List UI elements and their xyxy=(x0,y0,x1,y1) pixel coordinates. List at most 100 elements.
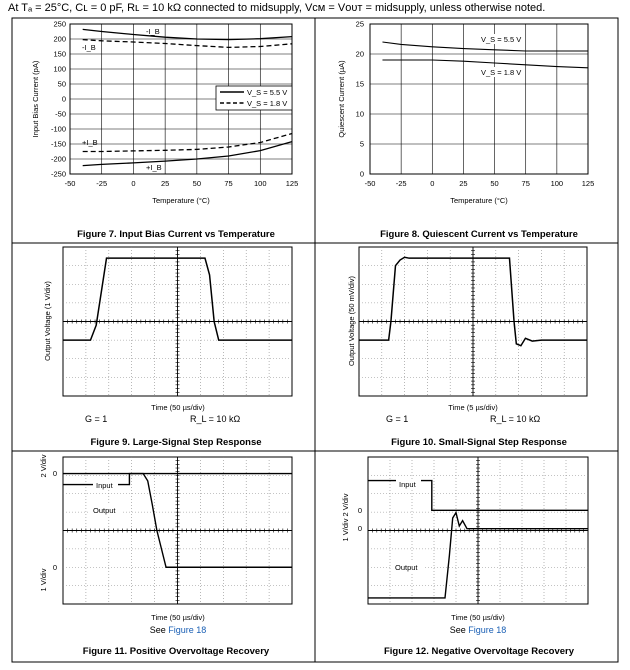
fig7-y-tick-label: -100 xyxy=(51,125,66,134)
fig12-see-text: See xyxy=(450,625,469,635)
fig8-y-tick-label: 5 xyxy=(360,140,364,149)
figure-10: Output Voltage (50 mV/div) Time (5 µs/di… xyxy=(347,246,588,448)
fig7-y-tick-label: -200 xyxy=(51,155,66,164)
fig8-y-tick-labels: 25 20 15 10 5 0 xyxy=(356,20,364,179)
fig7-x-tick-labels: -50 -25 0 25 50 75 100 125 xyxy=(65,179,299,188)
fig8-series-line xyxy=(382,41,588,52)
fig7-series-line xyxy=(82,28,293,41)
fig7-y-tick-label: -150 xyxy=(51,140,66,149)
fig7-x-tick-label: 0 xyxy=(131,179,135,188)
fig9-caption: Figure 9. Large-Signal Step Response xyxy=(90,437,261,448)
fig7-series-line xyxy=(82,38,293,49)
fig10-x-axis-label: Time (5 µs/div) xyxy=(448,403,498,412)
fig8-series-group xyxy=(382,41,589,69)
fig11-output-label: Output xyxy=(93,506,116,515)
fig7-annotation-plus-ib-55: +I_B xyxy=(146,163,162,172)
fig12-output-label: Output xyxy=(395,563,418,572)
fig12-bottom-scale-label: 1 V/div xyxy=(341,518,350,541)
fig8-y-axis-label: Quiescent Current (µA) xyxy=(337,60,346,138)
fig7-annotation-minus-ib-55: -I_B xyxy=(146,27,160,36)
fig12-input-label: Input xyxy=(399,480,417,489)
fig10-gain-condition: G = 1 xyxy=(386,414,408,424)
fig12-caption: Figure 12. Negative Overvoltage Recovery xyxy=(384,646,575,657)
fig8-x-axis-label: Temperature (°C) xyxy=(450,196,508,205)
fig7-x-tick-label: -50 xyxy=(65,179,76,188)
fig10-gridlines xyxy=(358,246,588,397)
fig11-output-label-bg xyxy=(90,505,122,515)
fig8-y-tick-label: 0 xyxy=(360,170,364,179)
fig7-legend-label-18: V_S = 1.8 V xyxy=(247,99,287,108)
fig9-series-line xyxy=(63,257,292,341)
fig11-caption: Figure 11. Positive Overvoltage Recovery xyxy=(83,646,270,657)
fig8-y-tick-label: 15 xyxy=(356,80,364,89)
fig11-bottom-scale-label: 1 V/div xyxy=(39,568,48,591)
fig11-see-text: See xyxy=(150,625,169,635)
fig9-gain-condition: G = 1 xyxy=(85,414,107,424)
fig7-y-tick-label: 50 xyxy=(58,80,66,89)
fig11-figure-18-link[interactable]: Figure 18 xyxy=(168,625,206,635)
fig11-output-trace xyxy=(63,472,292,568)
fig10-y-axis-label: Output Voltage (50 mV/div) xyxy=(347,275,356,366)
fig9-x-axis-label: Time (50 µs/div) xyxy=(151,403,205,412)
fig7-series-group xyxy=(82,28,293,167)
fig7-annotation-minus-ib-18: -I_B xyxy=(82,43,96,52)
figure-11: 2 V/div 1 V/div 0 0 Input Output Time (5… xyxy=(39,454,293,657)
fig11-bottom-zero-label: 0 xyxy=(53,563,57,572)
fig11-x-axis-label: Time (50 µs/div) xyxy=(151,613,205,622)
fig7-x-axis-label: Temperature (°C) xyxy=(152,196,210,205)
fig8-x-tick-label: 125 xyxy=(582,179,595,188)
fig7-x-tick-label: 50 xyxy=(193,179,201,188)
fig11-gridlines xyxy=(62,456,293,605)
fig7-x-tick-label: 100 xyxy=(254,179,267,188)
fig8-x-tick-label: 25 xyxy=(459,179,467,188)
fig12-top-scale-label: 2 V/div xyxy=(341,493,350,516)
page-header-conditions: At Tₐ = 25°C, Cʟ = 0 pF, Rʟ = 10 kΩ conn… xyxy=(8,2,546,14)
fig7-x-tick-label: 125 xyxy=(286,179,299,188)
fig7-series-line xyxy=(82,132,293,153)
fig8-x-tick-labels: -50 -25 0 25 50 75 100 125 xyxy=(365,179,595,188)
fig8-series-line xyxy=(382,59,589,69)
fig8-plot-frame xyxy=(369,23,589,175)
fig8-annotation-18: V_S = 1.8 V xyxy=(481,68,521,77)
fig7-annotation-plus-ib-18: +I_B xyxy=(82,138,98,147)
fig7-caption: Figure 7. Input Bias Current vs Temperat… xyxy=(77,229,275,240)
fig11-top-scale-label: 2 V/div xyxy=(39,454,48,477)
fig8-y-tick-label: 10 xyxy=(356,110,364,119)
fig12-input-label-bg xyxy=(396,479,421,489)
fig10-load-condition: R_L = 10 kΩ xyxy=(490,414,540,424)
fig8-annotation-55-bg xyxy=(478,34,524,44)
fig7-y-tick-label: -50 xyxy=(55,110,66,119)
fig12-bottom-zero-label: 0 xyxy=(358,524,362,533)
fig8-annotation-55: V_S = 5.5 V xyxy=(481,35,521,44)
fig12-top-zero-label: 0 xyxy=(358,506,362,515)
figure-12: 2 V/div 1 V/div 0 0 Input Output Time (5… xyxy=(341,456,589,657)
fig11-input-label: Input xyxy=(96,481,114,490)
figure-9: Output Voltage (1 V/div) Time (50 µs/div… xyxy=(43,246,293,448)
fig8-gridlines xyxy=(370,24,588,174)
fig12-figure-18-link[interactable]: Figure 18 xyxy=(468,625,506,635)
fig7-y-tick-label: 200 xyxy=(53,35,66,44)
fig7-legend-label-55: V_S = 5.5 V xyxy=(247,88,287,97)
fig7-y-tick-label: 0 xyxy=(62,95,66,104)
fig7-y-tick-label: 150 xyxy=(53,50,66,59)
fig7-y-tick-label: 100 xyxy=(53,65,66,74)
fig9-gridlines xyxy=(62,246,293,397)
fig7-x-tick-label: 75 xyxy=(224,179,232,188)
fig7-y-tick-labels: 250 200 150 100 50 0 -50 -100 -150 -200 -250 xyxy=(51,20,66,179)
fig8-x-tick-label: 75 xyxy=(522,179,530,188)
fig8-x-tick-label: -25 xyxy=(396,179,407,188)
fig7-x-tick-label: -25 xyxy=(96,179,107,188)
fig7-y-tick-label: 250 xyxy=(53,20,66,29)
fig12-see-reference: See Figure 18 xyxy=(450,625,507,635)
fig9-series-group xyxy=(63,257,292,341)
fig11-see-reference: See Figure 18 xyxy=(150,625,207,635)
fig7-y-axis-label: Input Bias Current (pA) xyxy=(31,60,40,137)
fig8-y-tick-label: 25 xyxy=(356,20,364,29)
fig8-x-tick-label: 100 xyxy=(551,179,564,188)
fig11-input-label-bg xyxy=(93,480,118,490)
fig12-output-trace xyxy=(368,510,588,599)
fig11-top-zero-label: 0 xyxy=(53,469,57,478)
